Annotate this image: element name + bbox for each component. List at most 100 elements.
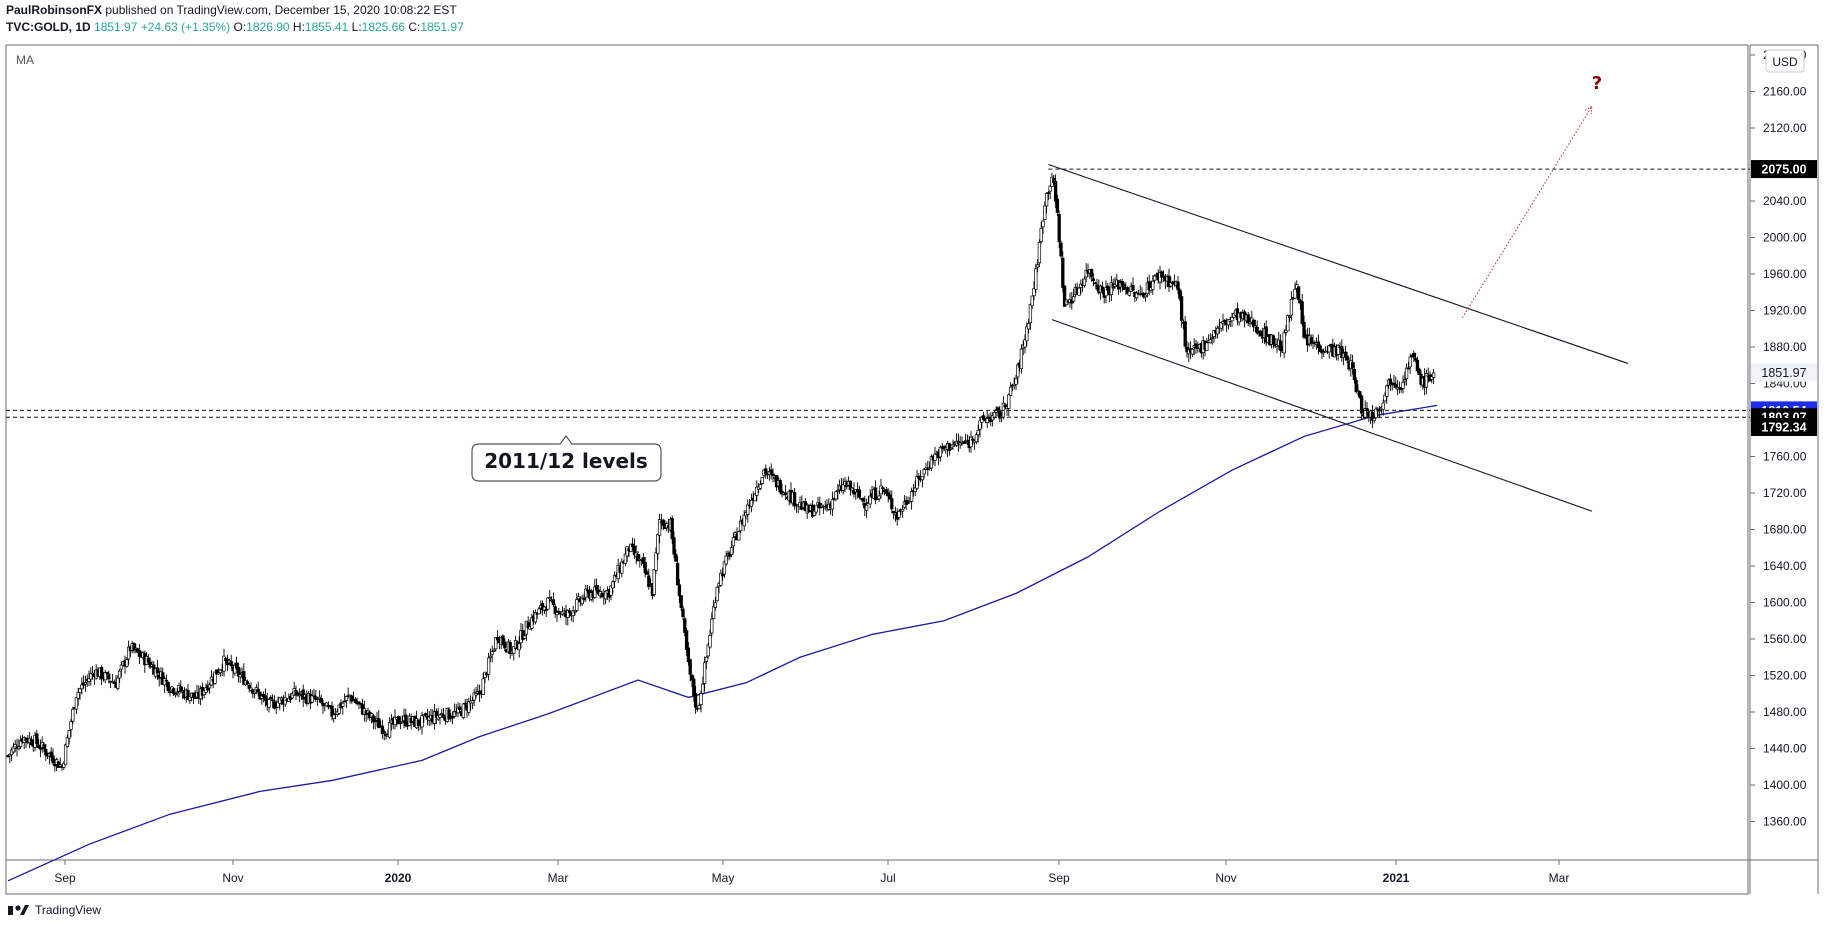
candle-body (125, 659, 129, 667)
candle-body (450, 715, 455, 719)
candle (470, 696, 475, 710)
candle-body (958, 442, 962, 446)
ma-line (7, 404, 1438, 882)
candle-body (474, 692, 478, 696)
author-name[interactable]: PaulRobinsonFX (6, 3, 102, 17)
candle (1057, 210, 1061, 249)
candle (873, 480, 878, 505)
channel-upper-line[interactable] (1048, 163, 1629, 364)
brand-footer[interactable]: TradingView (8, 903, 101, 917)
candle (962, 441, 966, 445)
candle-body (1226, 319, 1231, 326)
time-axis[interactable]: Sep Nov 2020 Mar May Jul Sep Nov 2021 Mar (54, 860, 1569, 885)
candle (544, 605, 548, 618)
candle (450, 711, 455, 725)
candle (749, 493, 754, 513)
candle (416, 719, 421, 732)
candle-body (1376, 408, 1380, 411)
descending-channel[interactable] (1048, 163, 1629, 512)
candle (393, 709, 397, 730)
candle (447, 707, 451, 720)
projection-arrow[interactable]: ? (1461, 73, 1602, 319)
candle-body (117, 670, 122, 679)
candle-body (947, 443, 952, 451)
y-tick-label: 1760.00 (1763, 450, 1807, 464)
candle (71, 707, 75, 725)
candle-body (1106, 285, 1110, 291)
candlestick-series (6, 172, 1436, 772)
candle (44, 743, 48, 762)
candle (404, 708, 408, 728)
candle (877, 490, 881, 502)
candle (821, 504, 826, 514)
candle (171, 687, 176, 697)
candle-body (447, 709, 451, 720)
candle (1381, 399, 1385, 416)
candle-body (171, 688, 176, 694)
candle-body (1336, 345, 1340, 355)
high-value: 1855.41 (304, 20, 349, 34)
candle-body (1179, 296, 1184, 321)
candle (512, 646, 516, 661)
y-tick-label: 1560.00 (1763, 632, 1807, 646)
candle-body (593, 586, 597, 598)
candle (1151, 275, 1155, 295)
candle (553, 603, 557, 618)
candle (1248, 316, 1252, 328)
candle-body (571, 610, 575, 617)
candle-body (1026, 323, 1031, 330)
candle-body (1287, 316, 1292, 318)
x-tick-label: Nov (222, 871, 243, 885)
candle (1161, 270, 1166, 282)
candle-body (242, 671, 246, 685)
candle-body (1062, 285, 1067, 307)
indicator-label[interactable]: MA (16, 53, 34, 67)
candle-body (1253, 325, 1258, 328)
candle-body (553, 606, 557, 614)
currency-badge[interactable]: USD (1765, 49, 1805, 73)
candle-body (252, 691, 257, 694)
candle-body (1404, 367, 1409, 380)
horizontal-levels[interactable] (6, 168, 1750, 418)
candle-body (706, 644, 710, 657)
candle (1160, 270, 1164, 284)
candle-body (897, 511, 901, 518)
candle (191, 692, 196, 704)
x-tick-label: Jul (880, 871, 895, 885)
candle-body (233, 664, 237, 674)
candle (942, 445, 946, 452)
candle-body (501, 635, 505, 644)
candle-body (1055, 198, 1060, 213)
candle-body (126, 646, 131, 660)
candle-body (674, 553, 678, 562)
price-tag-bg (1751, 363, 1817, 382)
candle-body (1352, 369, 1357, 381)
candle-body (1296, 286, 1301, 301)
candle-body (380, 725, 385, 735)
candle-body (609, 585, 613, 596)
candle (830, 491, 835, 517)
levels-callout[interactable]: 2011/12 levels (471, 435, 662, 482)
candle (929, 454, 934, 472)
price-tag-text: 1792.34 (1761, 420, 1806, 434)
candle-body (1143, 294, 1148, 298)
candle-body (679, 595, 683, 609)
candle (441, 707, 446, 720)
candle (179, 680, 183, 694)
channel-lower-line[interactable] (1051, 319, 1593, 512)
price-tag-bg (1751, 160, 1817, 179)
candle-body (393, 716, 397, 725)
candle (886, 488, 890, 503)
candle (1125, 286, 1130, 295)
candle-body (1044, 193, 1049, 207)
candle-body (256, 688, 260, 693)
candle (74, 697, 79, 715)
candle (1374, 406, 1378, 419)
arrow-shaft[interactable] (1461, 105, 1593, 319)
candle-body (456, 707, 460, 714)
candle-body (715, 586, 719, 602)
candle-body (652, 569, 656, 595)
candle (551, 592, 556, 608)
candle (1302, 315, 1306, 340)
